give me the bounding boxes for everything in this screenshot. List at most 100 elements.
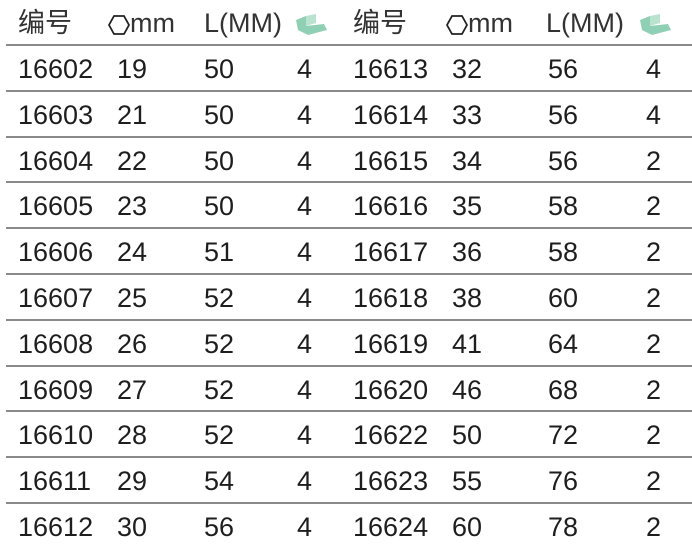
tray-icon [640,13,671,35]
cell-qty: 2 [646,237,662,268]
cell-code: 16615 [353,145,429,176]
row-divider [6,456,692,459]
cell-qty: 4 [646,54,662,84]
cell-length: 51 [204,237,235,268]
cell-qty: 4 [297,466,313,497]
cell-qty: 4 [297,191,313,222]
cell-qty: 2 [646,374,662,405]
cell-qty: 4 [297,145,313,176]
cell-code: 16620 [353,374,429,405]
cell-code: 16616 [353,191,429,222]
row-divider [6,181,692,184]
table-row: 16608 26 52 4 16619 41 64 2 [0,321,692,367]
cell-qty: 2 [646,466,662,497]
cell-qty: 4 [297,374,313,405]
cell-size: 19 [117,54,148,84]
cell-size: 21 [117,99,148,130]
cell-size: 30 [117,512,148,542]
cell-length: 58 [548,191,579,222]
cell-length: 56 [548,99,579,130]
cell-length: 50 [204,99,235,130]
cell-code: 16610 [18,420,94,451]
header-code: 编号 [353,8,407,38]
cell-length: 52 [204,328,235,359]
table-row: 16612 30 56 4 16624 60 78 2 [0,504,692,544]
table-row: 16603 21 50 4 16614 33 56 4 [0,92,692,138]
table-row: 16611 29 54 4 16623 55 76 2 [0,458,692,504]
cell-size: 28 [117,420,148,451]
cell-code: 16606 [18,237,94,268]
cell-length: 76 [548,466,579,497]
table-row: 16609 27 52 4 16620 46 68 2 [0,367,692,413]
cell-qty: 4 [297,237,313,268]
header-code: 编号 [18,8,72,38]
cell-size: 33 [452,99,483,130]
row-divider [6,364,692,367]
row-divider [6,318,692,321]
row-divider [6,89,692,92]
cell-code: 16609 [18,374,94,405]
table-row: 16607 25 52 4 16618 38 60 2 [0,275,692,321]
row-divider [6,502,692,504]
cell-length: 52 [204,420,235,451]
cell-size: 22 [117,145,148,176]
cell-code: 16612 [18,512,94,542]
cell-code: 16611 [18,466,92,497]
row-divider [6,273,692,275]
cell-qty: 4 [297,512,313,542]
cell-qty: 4 [297,328,313,359]
hexagon-icon [445,14,469,35]
cell-size: 25 [117,283,148,313]
cell-qty: 4 [646,99,662,130]
cell-code: 16605 [18,191,94,222]
row-divider [6,44,692,46]
cell-length: 50 [204,145,235,176]
cell-qty: 2 [646,191,662,222]
row-divider [6,135,692,138]
header-size: mm [107,0,175,46]
cell-code: 16614 [353,99,429,130]
cell-code: 16604 [18,145,94,176]
cell-code: 16619 [353,328,429,359]
cell-qty: 2 [646,283,662,313]
cell-size: 29 [117,466,148,497]
cell-length: 78 [548,512,579,542]
header-qty [294,0,328,46]
table-row: 16610 28 52 4 16622 50 72 2 [0,412,692,458]
cell-length: 56 [548,54,579,84]
cell-code: 16602 [18,54,94,84]
table-row: 16606 24 51 4 16617 36 58 2 [0,229,692,275]
cell-qty: 2 [646,512,662,542]
cell-code: 16618 [353,283,429,313]
cell-code: 16613 [353,54,429,84]
header-qty [638,0,672,46]
cell-qty: 4 [297,54,313,84]
table-row: 16605 23 50 4 16616 35 58 2 [0,183,692,229]
cell-size: 50 [452,420,483,451]
cell-length: 68 [548,374,579,405]
cell-length: 52 [204,374,235,405]
header-length: L(MM) [204,8,282,38]
cell-size: 34 [452,145,483,176]
cell-length: 58 [548,237,579,268]
cell-size: 26 [117,328,148,359]
cell-size: 36 [452,237,483,268]
size-unit: mm [130,8,175,38]
row-divider [6,227,692,230]
cell-length: 50 [204,191,235,222]
cell-size: 27 [117,374,148,405]
cell-size: 32 [452,54,483,84]
cell-code: 16623 [353,466,429,497]
cell-code: 16608 [18,328,94,359]
header-size: mm [445,0,513,46]
row-divider [6,410,692,413]
cell-length: 72 [548,420,579,451]
cell-qty: 4 [297,99,313,130]
table-row: 16602 19 50 4 16613 32 56 4 [0,46,692,92]
cell-qty: 4 [297,283,313,313]
cell-length: 60 [548,283,579,313]
cell-size: 38 [452,283,483,313]
cell-size: 23 [117,191,148,222]
cell-code: 16622 [353,420,429,451]
